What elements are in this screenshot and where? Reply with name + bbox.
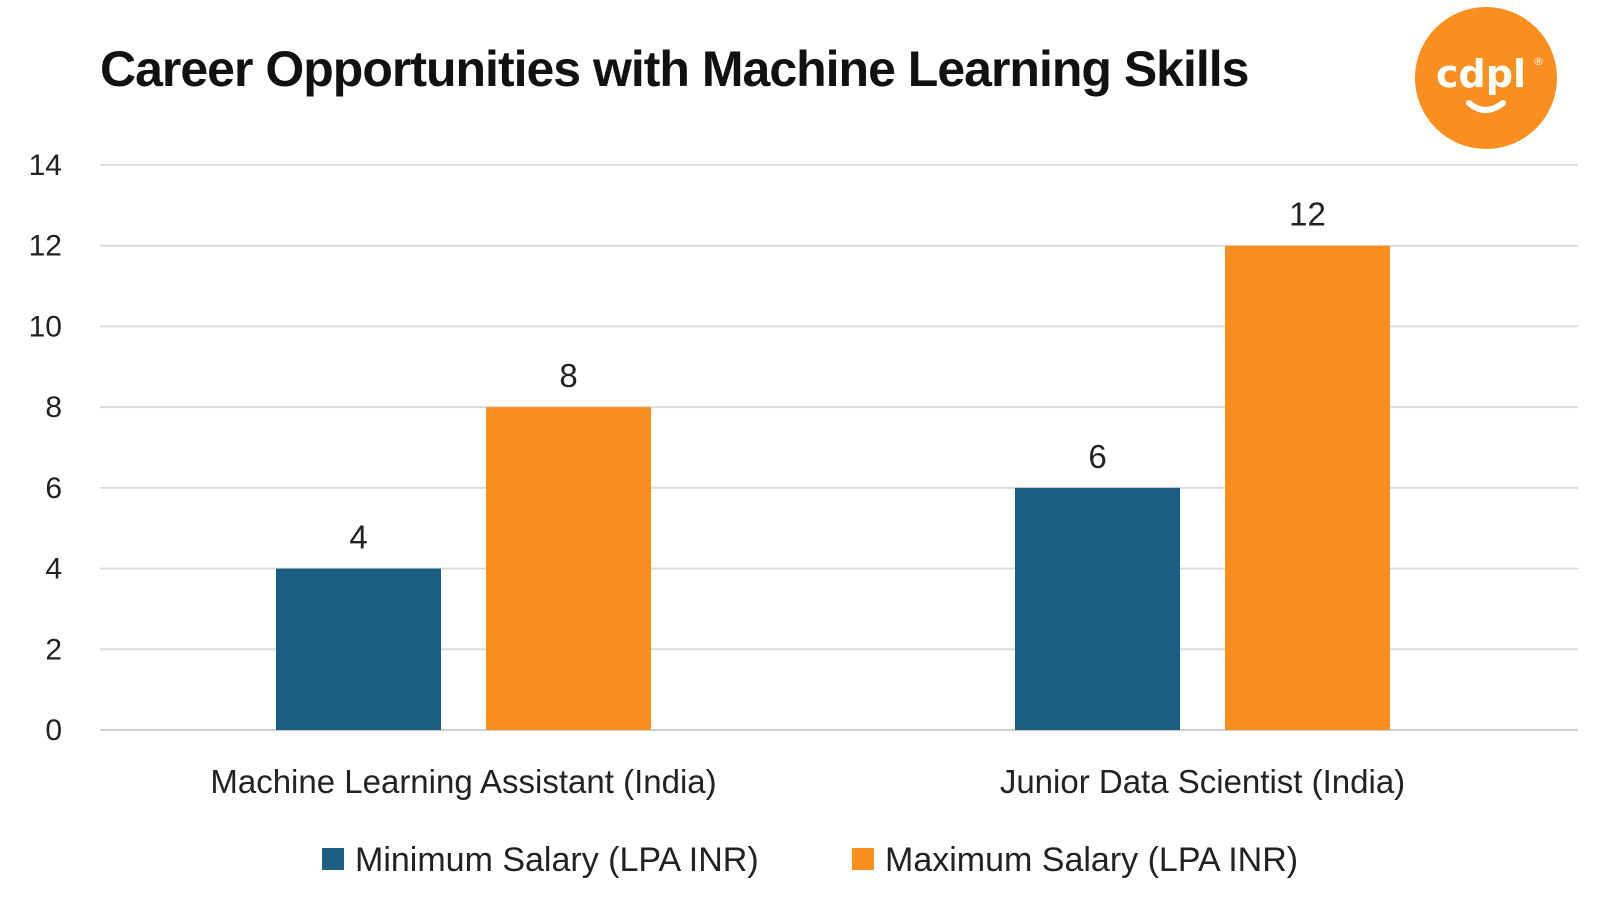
cdpl-logo: cdpl ® [1415,7,1557,149]
bar [1225,245,1390,730]
legend-label: Maximum Salary (LPA INR) [885,841,1298,879]
y-tick-label: 4 [45,553,62,586]
data-label: 12 [1289,196,1326,233]
y-axis-ticks: 0 2 4 6 8 10 12 14 [29,149,62,747]
data-label: 4 [349,519,367,556]
y-tick-label: 12 [29,230,62,263]
bar [276,568,441,730]
legend: Minimum Salary (LPA INR) Maximum Salary (… [322,841,1298,879]
data-label: 6 [1088,438,1106,475]
category-label: Machine Learning Assistant (India) [210,763,716,800]
y-tick-label: 14 [29,149,62,182]
y-tick-label: 0 [45,714,62,747]
chart-title: Career Opportunities with Machine Learni… [100,41,1249,97]
y-tick-label: 8 [45,391,62,424]
smile-icon [1466,100,1506,113]
bar [486,407,651,730]
legend-swatch [322,848,344,870]
bars [276,245,1390,730]
logo-text: cdpl [1436,52,1526,96]
legend-label: Minimum Salary (LPA INR) [355,841,759,879]
y-tick-label: 6 [45,472,62,505]
x-axis-categories: Machine Learning Assistant (India) Junior… [210,763,1405,800]
logo-registered-mark: ® [1533,55,1544,68]
legend-swatch [852,848,874,870]
bar [1015,487,1180,730]
logo-badge [1415,7,1557,149]
data-labels: 4 8 6 12 [349,196,1326,556]
data-label: 8 [559,357,577,394]
y-tick-label: 10 [29,310,62,343]
y-tick-label: 2 [45,633,62,666]
category-label: Junior Data Scientist (India) [1000,763,1405,800]
